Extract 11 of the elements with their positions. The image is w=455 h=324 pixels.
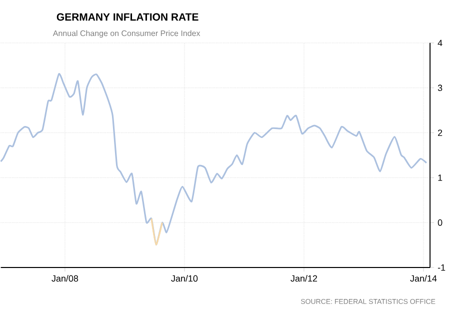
y-tick-label: 4 [438, 40, 442, 46]
y-tick-label: 0 [438, 219, 442, 226]
x-tick-label: Jan/08 [52, 274, 78, 282]
x-tick-label: Jan/10 [171, 274, 198, 282]
y-tick-label: -1 [438, 264, 446, 270]
y-tick-label: 3 [438, 84, 442, 91]
x-tick-label: Jan/14 [410, 274, 437, 282]
chart-title: GERMANY INFLATION RATE [56, 13, 198, 20]
x-tick-label: Jan/12 [290, 274, 318, 282]
y-tick-label: 2 [438, 129, 442, 136]
y-tick-label: 1 [438, 174, 442, 181]
